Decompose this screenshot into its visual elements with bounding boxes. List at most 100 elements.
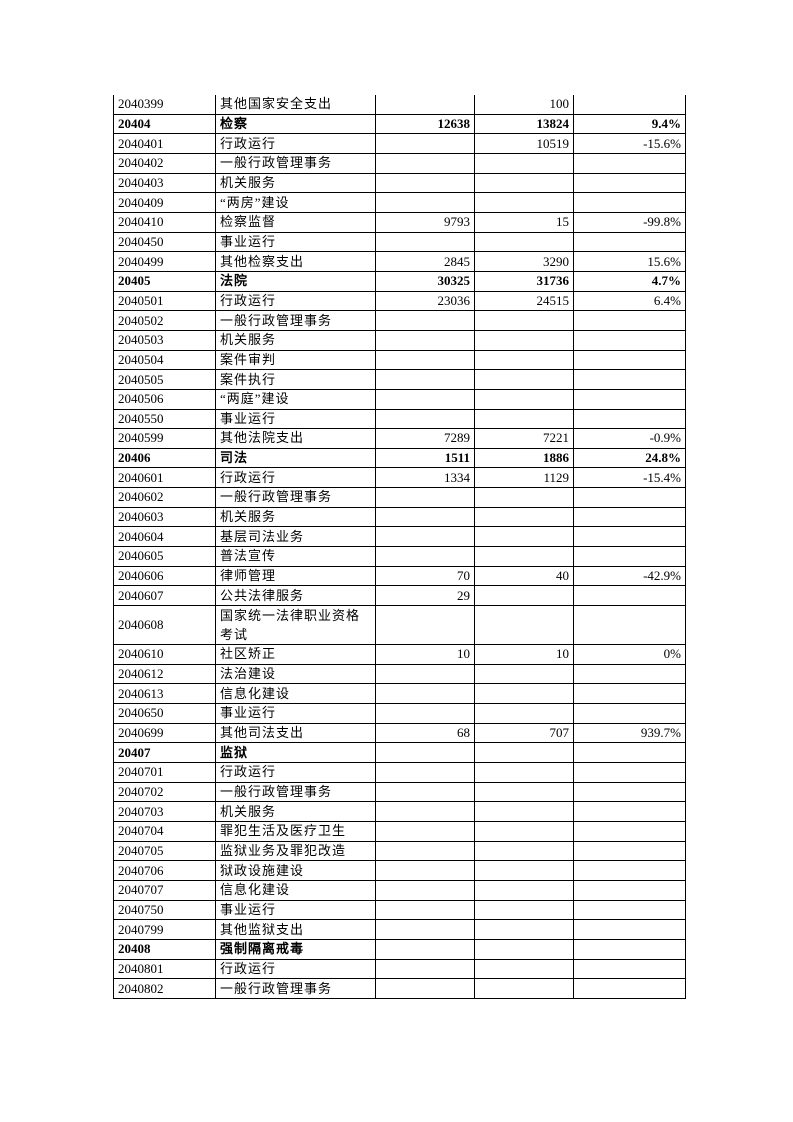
- cell-prev-amount: [375, 526, 475, 548]
- cell-prev-amount: [375, 919, 475, 940]
- cell-curr-amount: 1886: [474, 447, 574, 469]
- cell-curr-amount: [474, 683, 574, 705]
- table-row: 2040605 普法宣传: [113, 546, 686, 567]
- table-row: 20404 检察 12638 13824 9.4%: [113, 113, 686, 135]
- cell-prev-amount: [375, 820, 475, 842]
- table-body: 2040399 其他国家安全支出 100 20404 检察 12638 13824 9.4% 2…: [113, 95, 686, 999]
- cell-code: 2040602: [113, 487, 216, 508]
- cell-change: [573, 899, 686, 921]
- table-row: 2040399 其他国家安全支出 100: [113, 95, 686, 115]
- cell-name: 一般行政管理事务: [215, 152, 376, 174]
- table-row: 2040705 监狱业务及罪犯改造: [113, 840, 686, 862]
- cell-name: 事业运行: [215, 408, 376, 430]
- cell-curr-amount: [474, 546, 574, 567]
- cell-change: [573, 231, 686, 253]
- table-row: 2040612 法治建设: [113, 663, 686, 685]
- table-row: 2040707 信息化建设: [113, 879, 686, 901]
- cell-code: 2040601: [113, 467, 216, 489]
- cell-change: [573, 329, 686, 351]
- cell-name: 机关服务: [215, 506, 376, 528]
- cell-name: 信息化建设: [215, 879, 376, 901]
- cell-curr-amount: 24515: [474, 290, 574, 312]
- cell-prev-amount: [375, 860, 475, 881]
- cell-prev-amount: [375, 703, 475, 724]
- cell-curr-amount: [474, 840, 574, 862]
- cell-code: 2040701: [113, 762, 216, 783]
- cell-change: 939.7%: [573, 722, 686, 744]
- cell-curr-amount: [474, 369, 574, 390]
- cell-name: 普法宣传: [215, 546, 376, 567]
- cell-prev-amount: [375, 938, 475, 960]
- cell-code: 2040706: [113, 860, 216, 881]
- cell-curr-amount: [474, 879, 574, 901]
- cell-code: 20406: [113, 447, 216, 469]
- cell-prev-amount: [375, 349, 475, 371]
- cell-prev-amount: [375, 781, 475, 803]
- cell-curr-amount: 1129: [474, 467, 574, 489]
- table-row: 2040802 一般行政管理事务: [113, 978, 686, 999]
- table-row: 2040604 基层司法业务: [113, 526, 686, 548]
- table-row: 20406 司法 1511 1886 24.8%: [113, 447, 686, 469]
- table-row: 2040401 行政运行 10519 -15.6%: [113, 133, 686, 154]
- table-row: 20405 法院 30325 31736 4.7%: [113, 270, 686, 292]
- cell-name: 法治建设: [215, 663, 376, 685]
- cell-curr-amount: 3290: [474, 251, 574, 272]
- cell-change: [573, 152, 686, 174]
- cell-prev-amount: 12638: [375, 113, 475, 135]
- cell-change: [573, 978, 686, 999]
- table-row: 2040601 行政运行 1334 1129 -15.4%: [113, 467, 686, 489]
- cell-change: [573, 762, 686, 783]
- cell-curr-amount: 15: [474, 211, 574, 233]
- cell-curr-amount: [474, 958, 574, 980]
- cell-name: 其他检察支出: [215, 251, 376, 272]
- cell-curr-amount: [474, 781, 574, 803]
- cell-code: 2040606: [113, 565, 216, 587]
- cell-change: -0.9%: [573, 428, 686, 449]
- cell-change: [573, 820, 686, 842]
- cell-code: 2040506: [113, 388, 216, 410]
- cell-curr-amount: [474, 152, 574, 174]
- cell-name: 案件审判: [215, 349, 376, 371]
- cell-curr-amount: 13824: [474, 113, 574, 135]
- table-row: 2040599 其他法院支出 7289 7221 -0.9%: [113, 428, 686, 449]
- table-row: 2040699 其他司法支出 68 707 939.7%: [113, 722, 686, 744]
- cell-prev-amount: [375, 506, 475, 528]
- cell-change: [573, 487, 686, 508]
- table-row: 2040607 公共法律服务 29: [113, 585, 686, 607]
- cell-name: “两庭”建设: [215, 388, 376, 410]
- cell-change: [573, 663, 686, 685]
- cell-name: 监狱业务及罪犯改造: [215, 840, 376, 862]
- cell-name: 其他国家安全支出: [215, 95, 376, 115]
- cell-code: 20408: [113, 938, 216, 960]
- cell-name: 检察监督: [215, 211, 376, 233]
- cell-change: [573, 742, 686, 763]
- cell-curr-amount: [474, 742, 574, 763]
- table-row: 2040606 律师管理 70 40 -42.9%: [113, 565, 686, 587]
- cell-change: 24.8%: [573, 447, 686, 469]
- cell-code: 2040799: [113, 919, 216, 940]
- table-row: 2040703 机关服务: [113, 801, 686, 822]
- cell-name: 机关服务: [215, 801, 376, 822]
- cell-name: 律师管理: [215, 565, 376, 587]
- cell-change: [573, 585, 686, 607]
- cell-change: [573, 310, 686, 331]
- cell-curr-amount: [474, 172, 574, 194]
- cell-name: 公共法律服务: [215, 585, 376, 607]
- cell-name: 一般行政管理事务: [215, 978, 376, 999]
- cell-name: 一般行政管理事务: [215, 310, 376, 331]
- cell-name: 一般行政管理事务: [215, 781, 376, 803]
- cell-name: 罪犯生活及医疗卫生: [215, 820, 376, 842]
- cell-code: 20404: [113, 113, 216, 135]
- cell-change: [573, 408, 686, 430]
- cell-change: -42.9%: [573, 565, 686, 587]
- cell-name: 事业运行: [215, 231, 376, 253]
- cell-prev-amount: 7289: [375, 428, 475, 449]
- cell-curr-amount: [474, 506, 574, 528]
- cell-prev-amount: [375, 840, 475, 862]
- cell-code: 2040605: [113, 546, 216, 567]
- cell-curr-amount: [474, 349, 574, 371]
- table-row: 2040702 一般行政管理事务: [113, 781, 686, 803]
- cell-name: 信息化建设: [215, 683, 376, 705]
- cell-prev-amount: [375, 801, 475, 822]
- table-row: 2040505 案件执行: [113, 369, 686, 390]
